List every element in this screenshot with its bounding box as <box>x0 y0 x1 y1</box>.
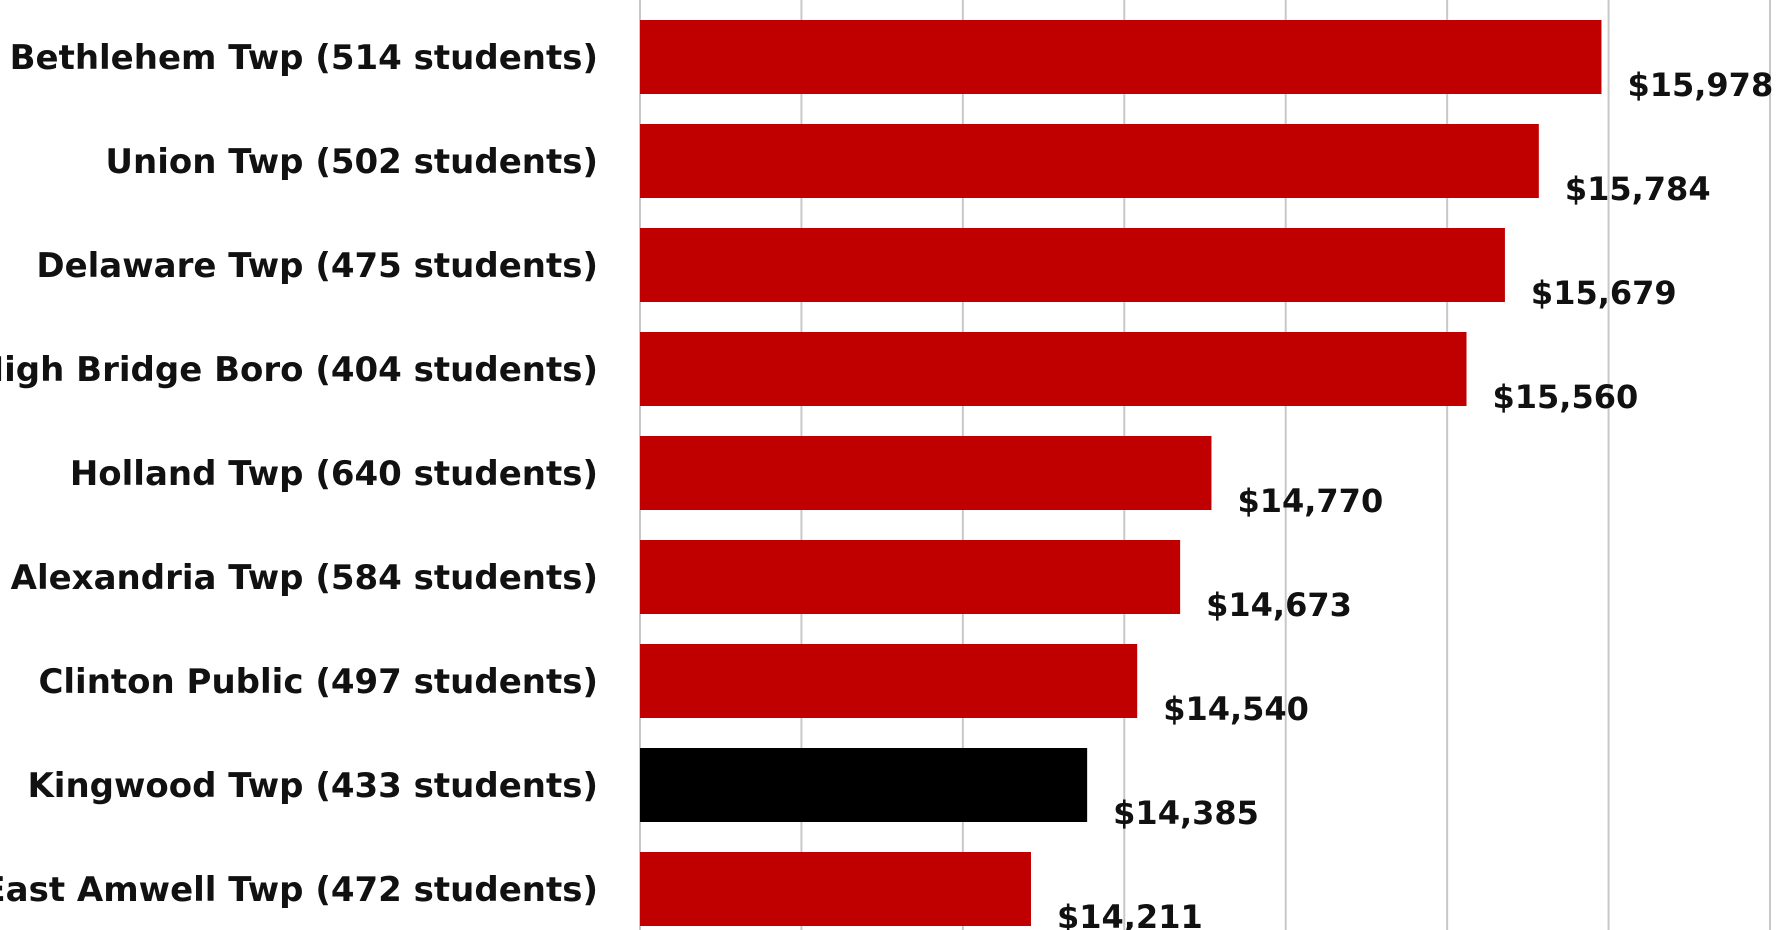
bars <box>640 20 1602 926</box>
category-label: Bethlehem Twp (514 students) <box>10 38 598 78</box>
category-label: Alexandria Twp (584 students) <box>11 558 598 598</box>
category-label: Kingwood Twp (433 students) <box>27 766 598 806</box>
bar <box>640 228 1505 302</box>
value-label: $15,784 <box>1565 170 1711 208</box>
bar <box>640 436 1212 510</box>
value-label: $14,211 <box>1057 898 1203 930</box>
category-label: Holland Twp (640 students) <box>70 454 598 494</box>
category-label: East Amwell Twp (472 students) <box>0 870 598 910</box>
value-label: $15,560 <box>1493 378 1639 416</box>
value-label: $14,770 <box>1237 482 1383 520</box>
value-label: $14,385 <box>1113 794 1259 832</box>
value-label: $14,540 <box>1163 690 1309 728</box>
value-label: $14,673 <box>1206 586 1352 624</box>
value-label: $15,679 <box>1531 274 1677 312</box>
value-label: $15,978 <box>1627 66 1773 104</box>
category-label: Delaware Twp (475 students) <box>36 246 598 286</box>
value-labels: $15,978 $15,784 $15,679 $15,560 $14,770 $14,6… <box>1057 66 1773 930</box>
bar <box>640 852 1031 926</box>
bar <box>640 124 1539 198</box>
bar <box>640 540 1181 614</box>
category-label: High Bridge Boro (404 students) <box>0 350 598 390</box>
category-labels: Bethlehem Twp (514 students) Union Twp (5… <box>0 38 598 910</box>
category-label: Union Twp (502 students) <box>105 142 598 182</box>
category-label: Clinton Public (497 students) <box>38 662 598 702</box>
bar <box>640 748 1088 822</box>
bar <box>640 20 1602 94</box>
bar <box>640 332 1467 406</box>
bar <box>640 644 1138 718</box>
